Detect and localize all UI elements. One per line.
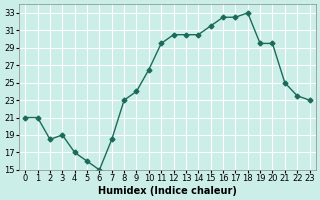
X-axis label: Humidex (Indice chaleur): Humidex (Indice chaleur) [98, 186, 237, 196]
